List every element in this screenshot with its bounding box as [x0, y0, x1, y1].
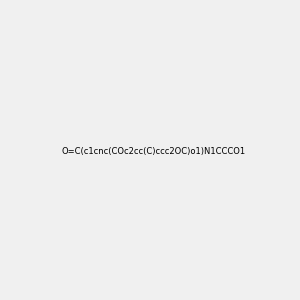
Text: O=C(c1cnc(COc2cc(C)ccc2OC)o1)N1CCCO1: O=C(c1cnc(COc2cc(C)ccc2OC)o1)N1CCCO1 — [62, 147, 246, 156]
